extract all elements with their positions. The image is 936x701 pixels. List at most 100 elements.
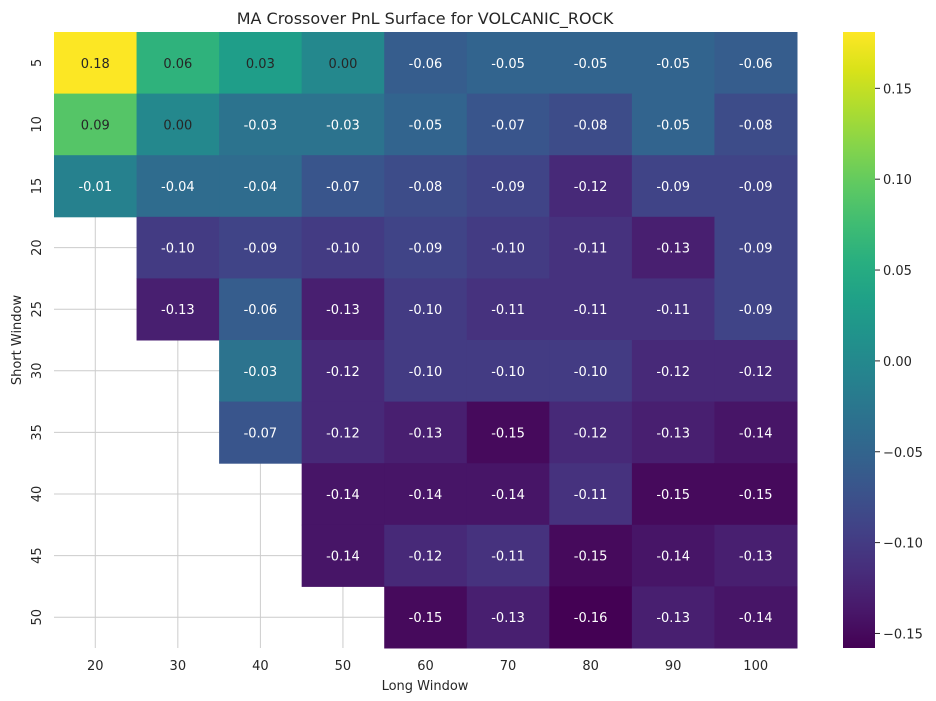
heatmap-cell (631, 278, 715, 341)
heatmap-cell (549, 524, 633, 587)
cell-value-label: -0.09 (409, 242, 443, 257)
cell-value-label: -0.10 (161, 242, 195, 257)
x-tick-label: 30 (170, 659, 187, 674)
heatmap-cell (301, 32, 385, 95)
cell-value-label: -0.15 (739, 488, 773, 503)
cell-value-label: -0.07 (244, 426, 278, 441)
colorbar-gradient (843, 32, 875, 648)
cell-value-label: -0.09 (739, 180, 773, 195)
heatmap-cell (219, 340, 303, 403)
heatmap-cell (549, 155, 633, 218)
heatmap-cell (549, 401, 633, 464)
heatmap-cell (384, 32, 468, 95)
heatmap-cell (301, 278, 385, 341)
heatmap-cell (466, 216, 550, 279)
colorbar-tick-label: 0.00 (883, 355, 912, 370)
cell-value-label: -0.11 (491, 550, 525, 565)
cell-value-label: -0.14 (409, 488, 443, 503)
colorbar-tick-label: −0.10 (883, 537, 923, 552)
x-tick-label: 60 (417, 659, 434, 674)
x-tick-label: 80 (582, 659, 599, 674)
x-tick-label: 40 (252, 659, 269, 674)
cell-value-label: -0.05 (656, 118, 690, 133)
x-tick-label: 50 (335, 659, 352, 674)
y-tick-label: 10 (30, 116, 45, 133)
cell-value-label: -0.14 (326, 550, 360, 565)
heatmap-cell (466, 524, 550, 587)
heatmap-cell (301, 340, 385, 403)
heatmap-cell (549, 463, 633, 526)
cell-value-label: -0.03 (244, 118, 278, 133)
cell-value-label: -0.03 (326, 118, 360, 133)
cell-value-label: -0.08 (409, 180, 443, 195)
heatmap-cell (466, 32, 550, 95)
cell-value-label: -0.10 (409, 365, 443, 380)
x-axis-label: Long Window (382, 679, 469, 694)
heatmap-cell (466, 586, 550, 649)
heatmap-cell (466, 340, 550, 403)
cell-value-label: -0.13 (491, 611, 525, 626)
cell-value-label: 0.09 (81, 118, 110, 133)
y-tick-labels: 5 10 15 20 25 30 35 40 45 50 (30, 59, 45, 626)
heatmap-cell (714, 32, 798, 95)
cell-value-label: 0.03 (246, 57, 275, 72)
heatmap-cell (466, 463, 550, 526)
x-tick-label: 70 (500, 659, 517, 674)
cell-value-label: -0.04 (244, 180, 278, 195)
heatmap-cell (549, 93, 633, 156)
cell-value-label: -0.11 (574, 242, 608, 257)
heatmap-cell (631, 463, 715, 526)
heatmap-cell (301, 524, 385, 587)
cell-value-label: -0.01 (78, 180, 112, 195)
cell-value-label: -0.14 (739, 426, 773, 441)
cell-value-label: 0.00 (328, 57, 357, 72)
y-tick-label: 35 (30, 424, 45, 441)
cell-value-label: -0.05 (574, 57, 608, 72)
heatmap-cell (549, 340, 633, 403)
heatmap-cell (384, 401, 468, 464)
x-tick-label: 20 (87, 659, 104, 674)
cell-value-label: -0.13 (161, 303, 195, 318)
cell-value-label: -0.10 (574, 365, 608, 380)
x-tick-label: 100 (743, 659, 768, 674)
colorbar: 0.15 0.10 0.05 0.00 −0.05 −0.10 −0.15 (843, 32, 923, 648)
cell-value-label: -0.04 (161, 180, 195, 195)
cell-value-label: -0.12 (409, 550, 443, 565)
heatmap-cell (136, 93, 220, 156)
heatmap-cell (549, 278, 633, 341)
heatmap-cell (219, 278, 303, 341)
heatmap-cell (714, 155, 798, 218)
cell-value-label: -0.09 (244, 242, 278, 257)
heatmap-cell (631, 93, 715, 156)
cell-value-label: -0.13 (656, 611, 690, 626)
y-tick-label: 15 (30, 178, 45, 195)
cell-value-label: -0.10 (326, 242, 360, 257)
heatmap-cell (631, 32, 715, 95)
heatmap-cell (301, 401, 385, 464)
heatmap-cell (714, 463, 798, 526)
cell-value-label: -0.12 (574, 180, 608, 195)
heatmap-cell (631, 586, 715, 649)
colorbar-tick-label: 0.10 (883, 173, 912, 188)
cell-value-label: -0.13 (409, 426, 443, 441)
heatmap-cell (631, 524, 715, 587)
cell-value-label: -0.09 (491, 180, 525, 195)
heatmap-cell (136, 32, 220, 95)
cell-value-label: -0.13 (656, 242, 690, 257)
heatmap-cell (136, 155, 220, 218)
cell-value-label: -0.08 (739, 118, 773, 133)
heatmap-cell (384, 216, 468, 279)
cell-value-label: -0.14 (326, 488, 360, 503)
cell-value-label: -0.06 (409, 57, 443, 72)
heatmap-cell (219, 216, 303, 279)
cell-value-label: -0.11 (656, 303, 690, 318)
x-tick-label: 90 (665, 659, 682, 674)
y-tick-label: 5 (30, 59, 45, 67)
colorbar-tick-label: 0.15 (883, 82, 912, 97)
cell-value-label: -0.12 (326, 365, 360, 380)
cell-value-label: 0.06 (163, 57, 192, 72)
colorbar-ticks: 0.15 0.10 0.05 0.00 −0.05 −0.10 −0.15 (875, 82, 923, 642)
cell-value-label: -0.13 (739, 550, 773, 565)
cell-value-label: -0.08 (574, 118, 608, 133)
